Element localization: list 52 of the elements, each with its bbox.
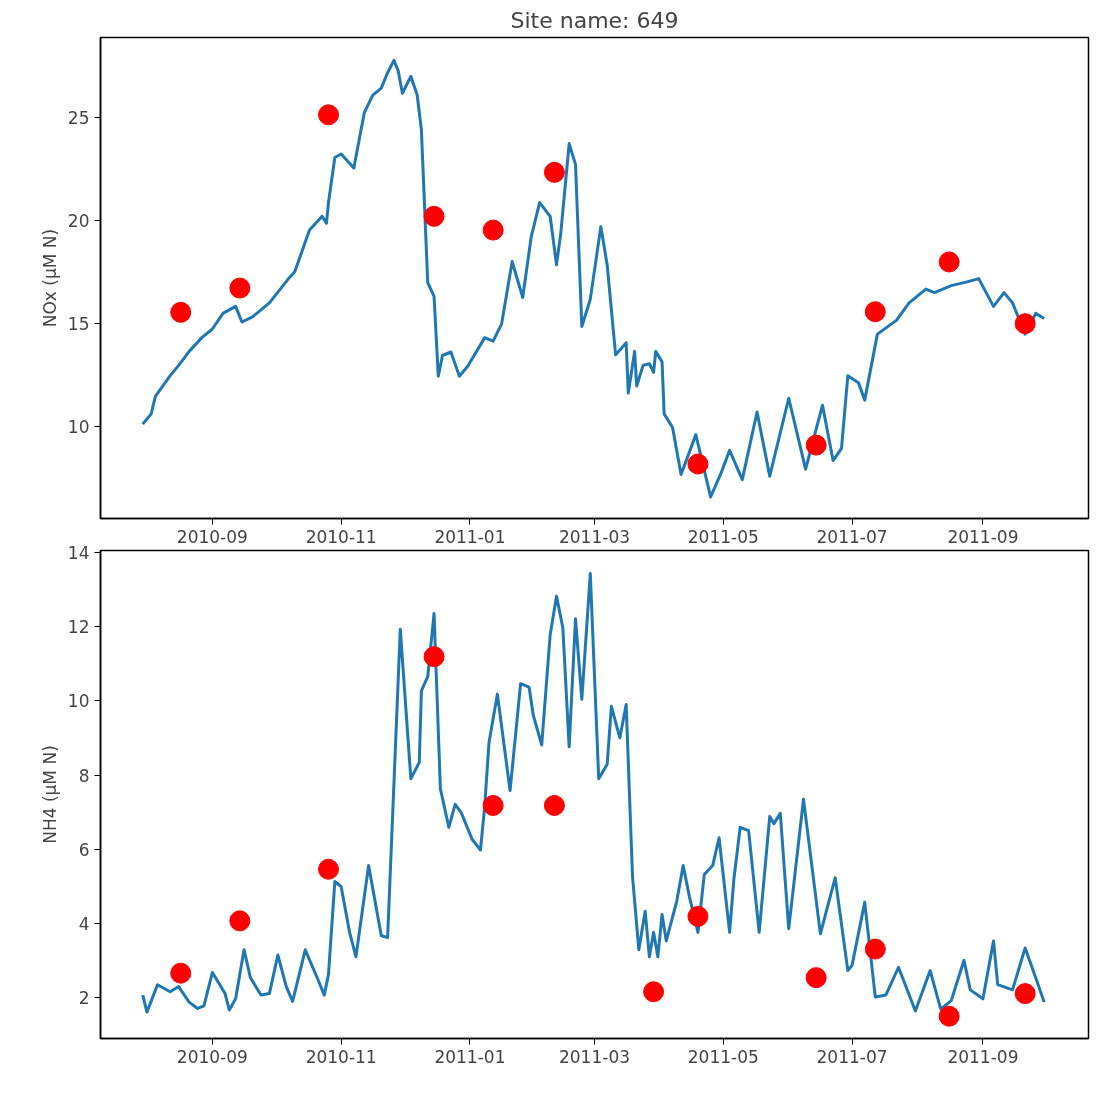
line-series <box>141 58 1046 499</box>
point <box>423 646 445 668</box>
point <box>543 161 565 183</box>
point <box>938 1005 960 1027</box>
point <box>170 962 192 984</box>
x-tick-label: 2010-09 <box>176 526 248 547</box>
point <box>687 905 709 927</box>
x-tick-label: 2011-01 <box>434 1046 506 1067</box>
chart-title: Site name: 649 <box>510 7 679 33</box>
y-tick-label: 6 <box>78 839 90 860</box>
point <box>543 794 565 816</box>
point <box>229 277 251 299</box>
point <box>805 967 827 989</box>
point <box>864 301 886 323</box>
y-tick-label: 14 <box>67 542 90 563</box>
y-tick-label: 12 <box>67 617 90 638</box>
point <box>1014 983 1036 1005</box>
point <box>318 104 339 126</box>
y-axis-title: NH4 (μM N) <box>39 745 60 844</box>
y-tick-label: 20 <box>67 210 90 231</box>
point <box>938 251 960 273</box>
x-tick-label: 2010-11 <box>305 526 377 547</box>
y-tick-label: 10 <box>67 691 90 712</box>
x-tick-label: 2011-05 <box>687 526 759 547</box>
x-tick-label: 2011-03 <box>558 1046 631 1067</box>
point <box>318 858 339 880</box>
x-tick-label: 2011-07 <box>816 1046 888 1067</box>
point <box>1014 313 1036 335</box>
y-tick-label: 8 <box>78 765 90 786</box>
y-tick-label: 4 <box>78 913 90 934</box>
y-tick-label: 25 <box>67 108 90 129</box>
point <box>482 219 504 241</box>
x-tick-label: 2011-09 <box>947 1046 1019 1067</box>
point <box>643 981 665 1003</box>
x-tick-label: 2011-09 <box>947 526 1019 547</box>
point <box>805 434 827 456</box>
point <box>864 938 886 960</box>
x-tick-label: 2011-03 <box>558 526 631 547</box>
point <box>229 910 251 932</box>
point <box>170 301 192 323</box>
y-tick-label: 2 <box>78 988 90 1009</box>
y-tick-label: 15 <box>67 313 90 334</box>
x-tick-label: 2010-09 <box>176 1046 248 1067</box>
x-tick-label: 2011-05 <box>687 1046 759 1067</box>
x-tick-label: 2010-11 <box>305 1046 377 1067</box>
x-tick-label: 2011-01 <box>434 526 506 547</box>
y-tick-label: 10 <box>67 416 90 437</box>
point <box>687 453 709 475</box>
x-tick-label: 2011-07 <box>816 526 888 547</box>
y-axis-title: NOx (μM N) <box>39 228 60 328</box>
point <box>482 794 504 816</box>
point <box>423 205 445 227</box>
